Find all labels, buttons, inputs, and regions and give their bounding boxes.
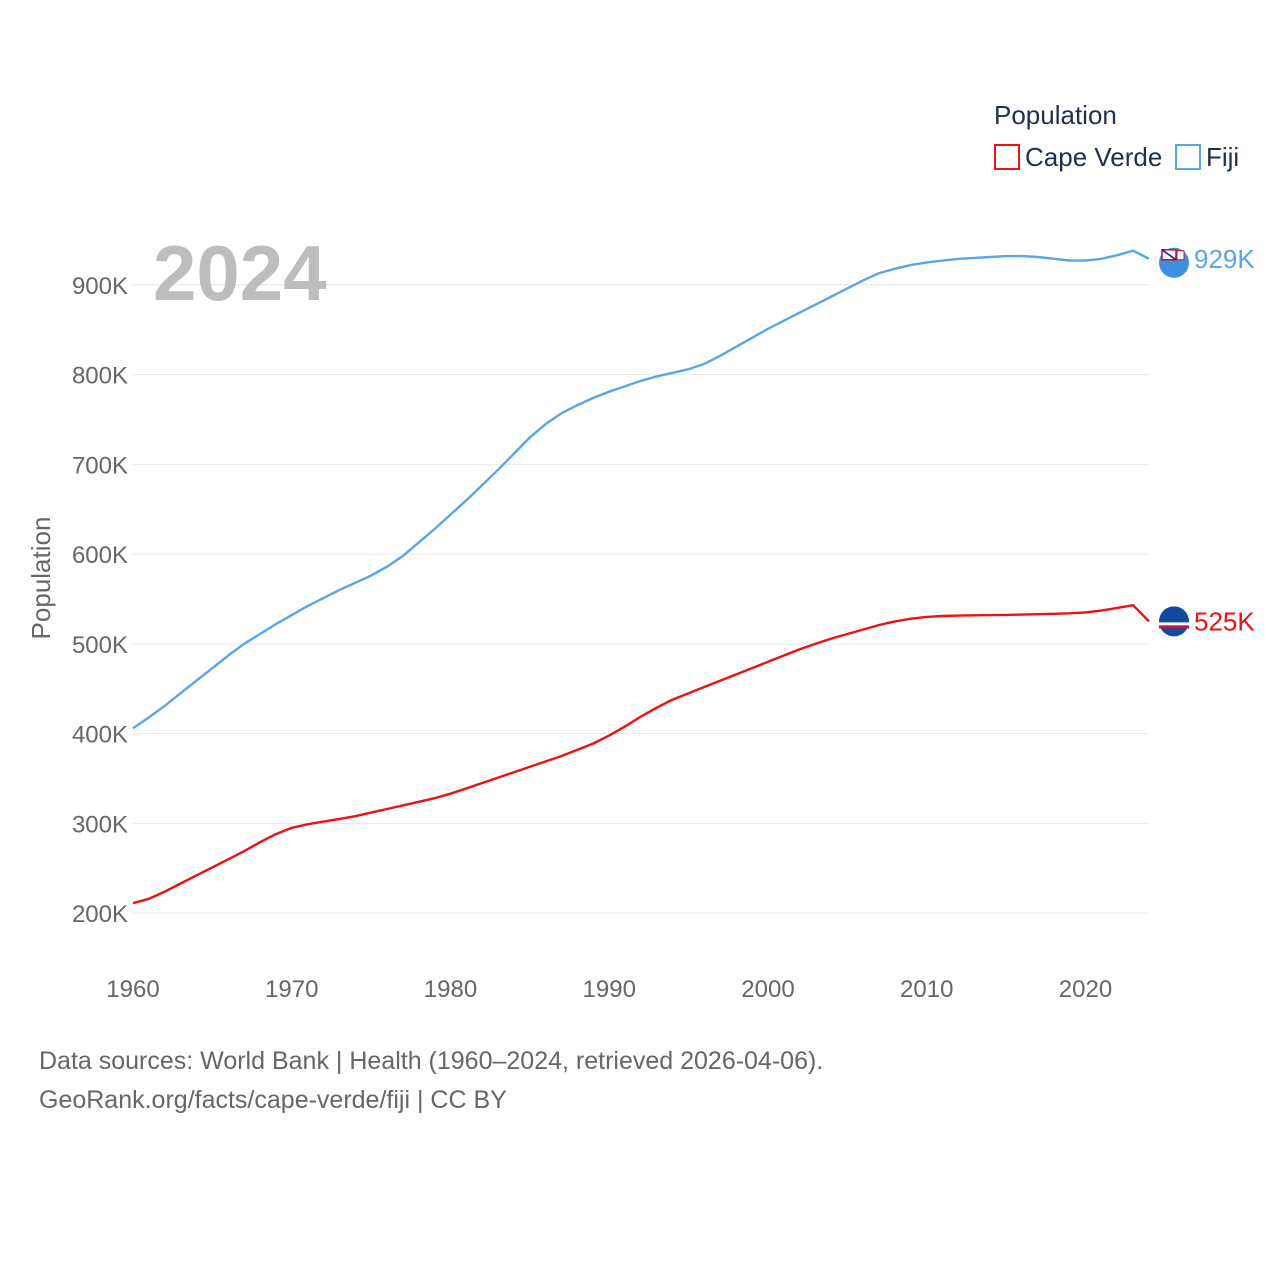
legend-item-fiji[interactable]: Fiji [1175,142,1239,172]
cape-verde-flag-icon [1159,606,1189,637]
x-tick-label: 1990 [583,976,636,1003]
legend-title: Population [994,100,1117,130]
x-tick-label: 2010 [900,976,953,1003]
y-tick-label: 600K [72,542,128,569]
legend-label-cape-verde: Cape Verde [1025,142,1162,172]
y-axis-title: Population [26,517,56,640]
x-tick-label: 1980 [424,976,477,1003]
gridlines [133,284,1149,914]
series-lines [132,249,1150,905]
y-tick-label: 800K [72,363,128,390]
fiji-flag-shield [1176,250,1185,261]
legend[interactable]: Population Cape Verde Fiji [994,100,1239,172]
series-line-fiji [132,249,1150,730]
data-source-text: Data sources: World Bank | Health (1960–… [39,1047,823,1075]
x-axis-ticks: 1960 1970 1980 1990 2000 2010 2020 [106,976,1112,1003]
fiji-flag-icon [1159,247,1189,278]
y-tick-label: 700K [72,452,128,479]
legend-swatch-fiji [1175,144,1201,170]
x-tick-label: 2000 [741,976,794,1003]
source-url-link[interactable]: GeoRank.org/facts/cape-verde/fiji | CC B… [39,1086,507,1114]
y-tick-label: 500K [72,632,128,659]
legend-item-cape-verde[interactable]: Cape Verde [994,142,1162,172]
cape-verde-flag-stripe-white [1159,622,1189,626]
current-year-label: 2024 [153,229,327,317]
end-value-label-cape-verde: 525K [1194,606,1255,636]
cape-verde-flag-disc [1159,606,1189,637]
fiji-flag-cross [1161,249,1177,261]
series-line-cape-verde [132,604,1150,905]
y-tick-label: 300K [72,811,128,838]
x-tick-label: 2020 [1059,976,1112,1003]
x-tick-label: 1960 [106,976,159,1003]
y-tick-label: 900K [72,273,128,300]
y-axis-ticks: 200K 300K 400K 500K 600K 700K 800K 900K [72,273,128,928]
y-tick-label: 200K [72,901,128,928]
cape-verde-flag-stripe-red [1159,625,1189,629]
end-value-label-fiji: 929K [1194,244,1255,274]
y-tick-label: 400K [72,722,128,749]
end-markers: 525K 929K [1159,244,1255,637]
x-tick-label: 1970 [265,976,318,1003]
legend-label-fiji: Fiji [1206,142,1239,172]
legend-swatch-cape-verde [994,144,1020,170]
